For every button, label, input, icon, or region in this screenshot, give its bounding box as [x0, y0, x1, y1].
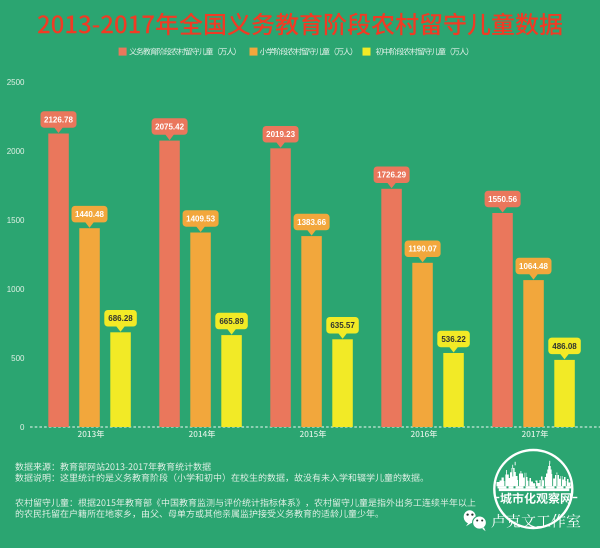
svg-text:1409.53: 1409.53 [186, 214, 215, 223]
svg-text:536.22: 536.22 [441, 335, 466, 344]
svg-text:635.57: 635.57 [330, 321, 355, 330]
svg-text:2500: 2500 [7, 78, 25, 87]
svg-text:686.28: 686.28 [108, 314, 133, 323]
svg-text:1000: 1000 [7, 285, 25, 294]
svg-text:2075.42: 2075.42 [155, 123, 184, 132]
svg-text:2126.78: 2126.78 [44, 115, 73, 124]
svg-text:1440.48: 1440.48 [75, 210, 104, 219]
svg-text:2019.23: 2019.23 [266, 130, 295, 139]
svg-text:1383.66: 1383.66 [297, 218, 326, 227]
svg-text:1190.07: 1190.07 [408, 245, 437, 254]
svg-text:500: 500 [11, 354, 25, 363]
svg-text:1064.48: 1064.48 [519, 262, 548, 271]
svg-text:2000: 2000 [7, 147, 25, 156]
svg-text:486.08: 486.08 [552, 342, 577, 351]
svg-text:665.89: 665.89 [219, 317, 244, 326]
svg-text:1550.56: 1550.56 [488, 195, 517, 204]
svg-text:1726.29: 1726.29 [377, 171, 406, 180]
svg-text:0: 0 [20, 423, 25, 432]
svg-text:1500: 1500 [7, 216, 25, 225]
